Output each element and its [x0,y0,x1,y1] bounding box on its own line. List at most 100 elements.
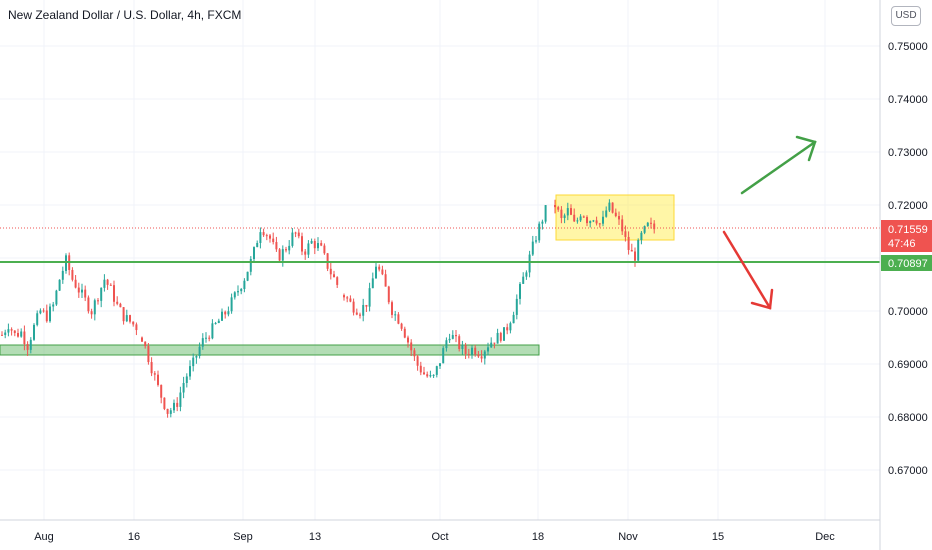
up-arrow-shaft [740,140,817,195]
level-price-tag: 0.70897 [881,255,932,271]
candle-body [1,334,3,336]
candle-body [243,280,246,289]
candle-body [169,410,172,414]
candle-body [573,214,576,222]
candle-body [474,347,477,355]
candle-body [288,245,291,251]
candle-body [285,249,287,251]
candle-body [397,314,400,324]
candle-body [608,202,611,211]
candle-body [621,219,624,232]
candle-body [208,337,211,339]
y-tick-label: 0.68000 [888,412,928,424]
candle-body [426,374,429,377]
y-tick-label: 0.74000 [888,94,928,106]
candle-body [605,210,608,217]
candle-body [249,259,252,272]
candle-body [506,327,509,331]
candle-body [579,216,582,221]
candle-body [570,208,572,215]
candle-body [13,330,16,334]
candle-body [407,337,409,343]
candle-body [301,236,303,252]
candle-body [630,249,633,252]
candle-body [119,303,122,308]
candle-body [307,243,310,255]
candle-body [416,356,419,366]
candle-body [310,240,313,244]
candle-body [74,279,77,288]
candle-body [586,217,588,224]
candle-body [445,340,448,349]
candle-body [650,222,652,224]
up-arrow-head [795,135,817,162]
time-axis-labels: Aug 16 Sep 13 Oct 18 Nov 15 Dec [34,531,835,543]
down-arrow-drawing[interactable] [722,230,774,310]
candle-body [496,332,499,344]
candle-body [55,290,58,305]
candle-body [144,341,147,347]
candle-body [23,331,26,345]
candle-body [375,266,377,279]
candle-body [637,240,640,261]
candle-body [224,311,227,315]
candle-body [329,268,332,275]
candle-body [487,347,489,352]
level-price-value: 0.70897 [888,258,928,270]
candle-body [201,338,204,347]
support-zone[interactable] [0,344,540,356]
candle-body [336,277,339,285]
candle-body [246,271,249,281]
candle-body [195,356,198,358]
candle-body [262,232,265,236]
candle-body [592,220,595,222]
candle-body [419,365,422,373]
candle-body [352,301,355,313]
candle-body [400,323,403,329]
x-tick-label: Dec [815,531,835,543]
candle-body [432,374,435,376]
up-arrow-drawing[interactable] [740,135,817,195]
candle-body [410,342,413,351]
candle-body [4,332,7,335]
candle-body [253,247,255,260]
candle-body [493,342,496,344]
candle-body [185,376,188,383]
candle-body [359,314,361,316]
candle-body [294,232,297,234]
candle-body [135,324,138,331]
candle-body [129,315,131,322]
candle-body [20,331,23,337]
candle-body [490,342,493,348]
candle-body [525,272,528,277]
currency-button[interactable]: USD [891,6,921,26]
candle-body [77,287,80,293]
candle-body [480,356,483,359]
candle-body [275,242,278,250]
candle-body [355,312,358,315]
candle-body [563,215,566,219]
candle-body [323,245,326,254]
candle-body [646,222,649,227]
candle-body [566,208,569,216]
down-arrow-head [750,288,774,310]
x-tick-label: Sep [233,531,253,543]
candle-body [157,374,159,385]
x-tick-label: 13 [309,531,321,543]
candle-body [36,313,39,325]
candle-body [211,323,214,339]
candle-body [291,232,294,246]
down-arrow-shaft [722,230,772,310]
candle-body [71,269,74,280]
candle-body [378,266,381,270]
x-tick-label: 16 [128,531,140,543]
candle-body [643,226,646,233]
candle-body [499,332,502,341]
candle-body [106,279,109,285]
last-price-tag: 0.71559 47:46 [881,220,932,252]
candle-body [512,314,515,324]
candle-body [182,382,185,393]
candle-body [435,366,438,375]
candle-body [413,350,416,357]
